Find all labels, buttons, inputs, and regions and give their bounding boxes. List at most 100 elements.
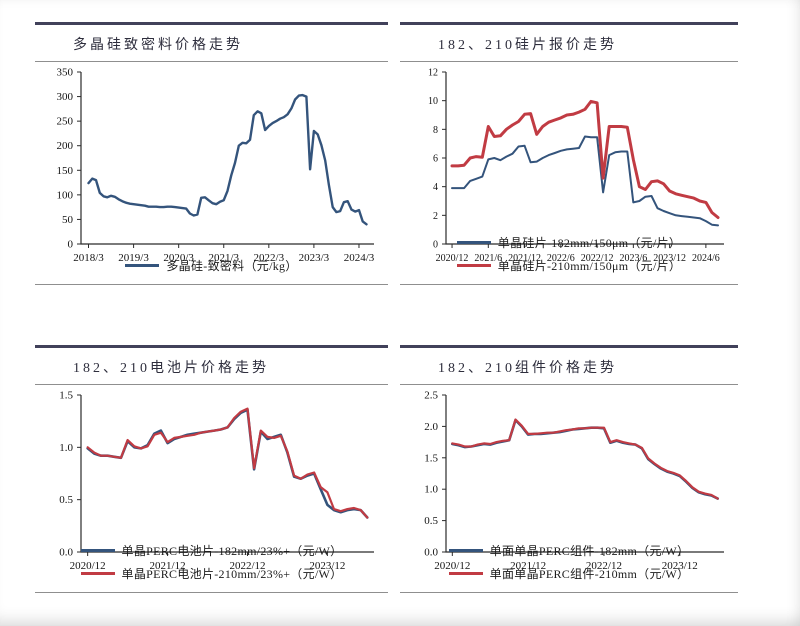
charts-row-top: 多晶硅致密料价格走势 0 50 100 150 200 250 300 350 2018/3 20…: [35, 22, 800, 285]
y-axis-tick-label: 0: [68, 239, 74, 251]
chart-canvas: 0.0 0.5 1.0 1.5 2020/12 2021/12 2022/12 2023/12: [59, 390, 374, 572]
chart-panel-polysilicon-price: 多晶硅致密料价格走势 0 50 100 150 200 250 300 350 2018/3 20…: [35, 22, 388, 285]
line-series: [86, 407, 369, 519]
legend-line-swatch: [456, 241, 491, 244]
y-axis-tick-label: 1.0: [424, 484, 438, 496]
chart-canvas: 0 2 4 6 8 10 12 2020/12 2021/6 2021/12 2022/6 2022/…: [428, 68, 724, 264]
y-axis-tick-label: 8: [433, 125, 438, 136]
x-axis-tick-label: 2020/12: [436, 253, 469, 264]
y-axis-tick-label: 1.5: [59, 390, 73, 402]
y-axis-tick-label: 10: [428, 96, 438, 107]
y-axis-tick-label: 100: [57, 189, 74, 201]
legend-label: 单晶PERC电池片-210mm/23%+（元/W）: [121, 567, 343, 581]
legend-item: 单晶硅片-210mm/150μm（元/片）: [456, 257, 682, 274]
legend-label: 单面单晶PERC组件-182mm（元/W）: [489, 544, 690, 558]
y-axis-tick-label: 300: [57, 91, 74, 103]
legend-line-swatch: [80, 572, 115, 575]
x-axis-tick-label: 2023/3: [299, 252, 330, 264]
x-axis-tick-label: 2020/12: [70, 560, 106, 572]
charts-row-bottom: 182、210电池片价格走势 0.0 0.5 1.0 1.5 2020/12 2021/1…: [35, 345, 800, 593]
line-series: [451, 135, 719, 227]
x-axis-tick-label: 2019/3: [118, 252, 149, 264]
chart-canvas: 0.0 0.5 1.0 1.5 2.0 2.5 2020/12 2021/12 2022/12 2…: [424, 390, 724, 572]
legend-item: 单面单晶PERC组件-182mm（元/W）: [448, 542, 690, 559]
legend-item: 多晶硅-致密料（元/kg）: [125, 257, 297, 274]
x-axis-tick-label: 2021/6: [474, 253, 502, 264]
wafer-line-chart: 0 2 4 6 8 10 12 2020/12 2021/6 2021/12 2022/6 2022/…: [400, 62, 738, 264]
legend-label: 单晶硅片-210mm/150μm（元/片）: [497, 259, 682, 273]
y-axis-tick-label: 2.0: [424, 421, 438, 433]
chart-title: 182、210硅片报价走势: [400, 25, 738, 62]
y-axis-tick-label: 0.0: [424, 547, 438, 559]
x-axis-tick-label: 2024/6: [692, 253, 720, 264]
chart-legend: 单晶PERC电池片-182mm/23%+（元/W） 单晶PERC电池片-210mm…: [35, 539, 388, 592]
y-axis-tick-label: 1.5: [424, 452, 438, 464]
y-axis-tick-label: 350: [57, 67, 74, 79]
line-series: [450, 99, 720, 219]
chart-axes: [445, 72, 724, 245]
x-axis-tick-label: 2022/6: [547, 253, 575, 264]
x-axis-tick-label: 2021/12: [510, 560, 546, 572]
y-axis-tick-label: 200: [57, 140, 74, 152]
chart-axes: [80, 395, 374, 553]
module-line-chart: 0.0 0.5 1.0 1.5 2.0 2.5 2020/12 2021/12 2022/12 2…: [400, 385, 738, 572]
x-axis-tick-label: 2023/6: [619, 253, 647, 264]
x-axis-tick-label: 2021/12: [150, 560, 186, 572]
y-axis-tick-label: 50: [62, 214, 74, 226]
x-axis-tick-label: 2021/3: [208, 252, 239, 264]
chart-legend: 单面单晶PERC组件-182mm（元/W） 单面单晶PERC组件-210mm（元/…: [400, 539, 738, 592]
line-series: [451, 418, 719, 500]
legend-label: 单晶PERC电池片-182mm/23%+（元/W）: [121, 544, 343, 558]
x-axis-tick-label: 2024/3: [344, 252, 375, 264]
chart-panel-cell-price: 182、210电池片价格走势 0.0 0.5 1.0 1.5 2020/12 2021/1…: [35, 345, 388, 593]
y-axis-tick-label: 1.0: [59, 442, 73, 454]
x-axis-tick-label: 2022/12: [581, 253, 614, 264]
legend-item: 单面单晶PERC组件-210mm（元/W）: [448, 565, 690, 582]
legend-item: 单晶PERC电池片-210mm/23%+（元/W）: [80, 565, 343, 582]
chart-legend: 多晶硅-致密料（元/kg）: [35, 254, 388, 284]
x-axis-tick-label: 2023/12: [653, 253, 686, 264]
chart-axes: [445, 395, 724, 553]
legend-line-swatch: [448, 572, 483, 575]
line-series: [87, 93, 368, 226]
legend-line-swatch: [456, 264, 491, 267]
chart-panel-wafer-price: 182、210硅片报价走势 0 2 4 6 8 10 12 2020/12 2021/6 2021…: [400, 22, 738, 285]
chart-title: 182、210电池片价格走势: [35, 348, 388, 385]
x-axis-tick-label: 2022/12: [586, 560, 622, 572]
x-axis-tick-label: 2020/12: [434, 560, 470, 572]
y-axis-tick-label: 0.5: [424, 515, 438, 527]
y-axis-tick-label: 12: [428, 68, 438, 79]
y-axis-tick-label: 2.5: [424, 390, 438, 402]
chart-axes: [80, 72, 374, 245]
x-axis-tick-label: 2023/12: [309, 560, 345, 572]
y-axis-tick-label: 150: [57, 165, 74, 177]
legend-item: 单晶PERC电池片-182mm/23%+（元/W）: [80, 542, 343, 559]
legend-label: 单晶硅片-182mm/150μm（元/片）: [497, 236, 682, 250]
y-axis-tick-label: 0: [433, 240, 438, 251]
y-axis-tick-label: 0.5: [59, 494, 73, 506]
legend-line-swatch: [448, 549, 483, 552]
polysilicon-line-chart: 0 50 100 150 200 250 300 350 2018/3 2019/3 2020/3 2…: [35, 62, 388, 265]
legend-line-swatch: [80, 549, 115, 552]
x-axis-tick-label: 2020/3: [163, 252, 194, 264]
x-axis-tick-label: 2023/12: [662, 560, 698, 572]
chart-title: 多晶硅致密料价格走势: [35, 25, 388, 62]
chart-panel-module-price: 182、210组件价格走势 0.0 0.5 1.0 1.5 2.0 2.5 2020/12 2…: [400, 345, 738, 593]
y-axis-tick-label: 0.0: [59, 547, 73, 559]
x-axis-tick-label: 2018/3: [73, 252, 104, 264]
legend-label: 单面单晶PERC组件-210mm（元/W）: [489, 567, 690, 581]
line-series: [450, 418, 720, 500]
x-axis-tick-label: 2022/3: [254, 252, 285, 264]
legend-label: 多晶硅-致密料（元/kg）: [166, 259, 298, 273]
y-axis-tick-label: 250: [57, 116, 74, 128]
x-axis-tick-label: 2022/12: [229, 560, 265, 572]
chart-canvas: 0 50 100 150 200 250 300 350 2018/3 2019/3 2020/3 2…: [57, 67, 375, 265]
x-axis-tick-label: 2021/12: [508, 253, 541, 264]
y-axis-tick-label: 4: [433, 182, 438, 193]
cell-line-chart: 0.0 0.5 1.0 1.5 2020/12 2021/12 2022/12 2023/12: [35, 385, 388, 572]
y-axis-tick-label: 2: [433, 211, 438, 222]
legend-line-swatch: [125, 264, 160, 267]
legend-item: 单晶硅片-182mm/150μm（元/片）: [456, 234, 682, 251]
y-axis-tick-label: 6: [433, 154, 438, 165]
